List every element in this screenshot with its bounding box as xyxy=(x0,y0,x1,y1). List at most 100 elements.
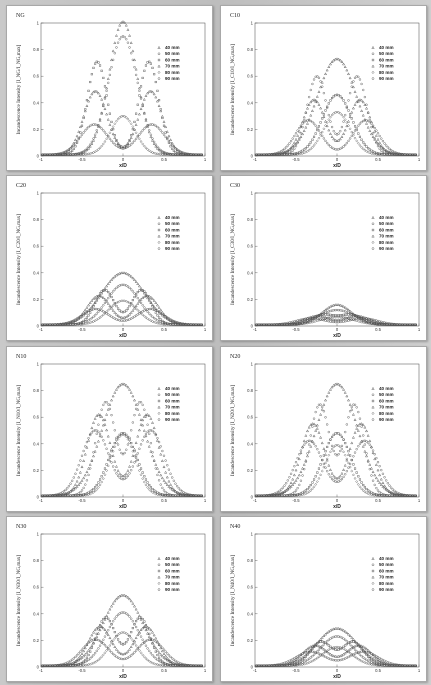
data-point xyxy=(158,105,160,107)
data-point xyxy=(130,655,132,657)
data-point xyxy=(364,96,366,98)
data-point xyxy=(293,135,295,137)
data-point xyxy=(102,304,104,306)
data-point xyxy=(97,424,99,426)
data-point xyxy=(106,138,108,140)
data-point xyxy=(354,104,356,106)
data-point xyxy=(76,654,78,656)
data-point xyxy=(165,482,167,484)
data-point xyxy=(155,637,157,639)
data-point xyxy=(339,628,341,630)
data-point xyxy=(107,118,109,120)
data-point xyxy=(320,122,322,124)
x-tick-label: 0.5 xyxy=(375,327,381,332)
data-point xyxy=(382,140,384,142)
x-tick-label: 0 xyxy=(122,157,125,162)
chart-title: C20 xyxy=(16,183,26,189)
data-point xyxy=(279,490,281,492)
data-point xyxy=(178,487,180,489)
data-point xyxy=(383,485,385,487)
legend-marker xyxy=(372,46,374,48)
data-point xyxy=(102,419,104,421)
data-point xyxy=(163,653,165,655)
data-point xyxy=(79,136,81,138)
data-point xyxy=(81,125,83,127)
legend-label: 70 mm xyxy=(165,234,180,239)
data-point xyxy=(94,486,96,488)
data-point xyxy=(300,480,302,482)
data-point xyxy=(175,483,177,485)
legend-label: 80 mm xyxy=(165,411,180,416)
data-point xyxy=(165,136,167,138)
y-tick-label: 1 xyxy=(37,532,40,537)
data-point xyxy=(364,486,366,488)
data-point xyxy=(372,132,374,134)
data-point xyxy=(357,483,359,485)
x-tick-label: -0.5 xyxy=(78,498,86,503)
data-point xyxy=(359,136,361,138)
data-point xyxy=(307,488,309,490)
legend-label: 90 mm xyxy=(379,246,394,251)
data-point xyxy=(130,646,132,648)
y-tick-label: 0.4 xyxy=(247,611,253,616)
data-point xyxy=(305,490,307,492)
x-axis-label: x/D xyxy=(333,674,341,680)
data-point xyxy=(137,452,139,454)
data-point xyxy=(362,114,364,116)
data-point xyxy=(298,474,300,476)
data-point xyxy=(115,465,117,467)
data-point xyxy=(138,615,140,617)
data-point xyxy=(143,656,145,658)
data-point xyxy=(384,476,386,478)
data-point xyxy=(352,436,354,438)
data-point xyxy=(359,144,361,146)
data-point xyxy=(158,479,160,481)
data-point xyxy=(117,444,119,446)
data-point xyxy=(109,650,111,652)
data-point xyxy=(114,137,116,139)
data-point xyxy=(318,91,320,93)
data-point xyxy=(364,104,366,106)
data-point xyxy=(171,148,173,150)
data-point xyxy=(89,302,91,304)
data-point xyxy=(87,440,89,442)
data-point xyxy=(354,431,356,433)
data-point xyxy=(323,138,325,140)
data-point xyxy=(124,643,126,645)
y-tick-label: 0.4 xyxy=(247,100,253,105)
data-point xyxy=(148,484,150,486)
legend-marker xyxy=(372,400,374,402)
data-point xyxy=(320,436,322,438)
data-point xyxy=(124,311,126,313)
data-point xyxy=(110,642,112,644)
data-point xyxy=(84,319,86,321)
chart-title: C30 xyxy=(230,183,240,189)
data-point xyxy=(109,608,111,610)
data-point xyxy=(89,491,91,493)
chart-svg: N2000.20.40.60.81-1 -0.5 0 0.5 1x/DIncandesc… xyxy=(221,347,426,511)
legend-label: 40 mm xyxy=(165,45,180,50)
data-point xyxy=(96,488,98,490)
data-point xyxy=(106,615,108,617)
data-point xyxy=(303,130,305,132)
data-point xyxy=(321,408,323,410)
data-point xyxy=(132,395,134,397)
data-point xyxy=(102,639,104,641)
data-point xyxy=(380,478,382,480)
data-point xyxy=(160,445,162,447)
data-point xyxy=(130,137,132,139)
data-point xyxy=(125,38,127,40)
data-point xyxy=(331,97,333,99)
data-point xyxy=(290,151,292,153)
data-point xyxy=(171,657,173,659)
data-point xyxy=(109,620,111,622)
data-point xyxy=(147,413,149,415)
data-point xyxy=(349,138,351,140)
data-point xyxy=(344,119,346,121)
data-point xyxy=(114,289,116,291)
legend-marker xyxy=(372,229,374,231)
data-point xyxy=(101,656,103,658)
plot-frame xyxy=(255,534,419,667)
data-point xyxy=(157,126,159,128)
legend: 40 mm50 mm60 mm70 mm80 mm90 mm xyxy=(158,556,180,592)
